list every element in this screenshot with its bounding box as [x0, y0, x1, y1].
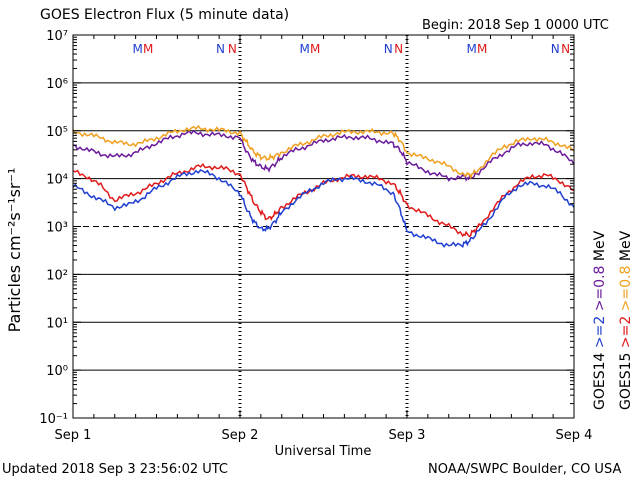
midnight-marker: M	[143, 42, 153, 56]
y-tick-label: 10³	[46, 221, 68, 236]
legend-part: >=0.8	[592, 261, 608, 311]
y-axis-label: Particles cm⁻²s⁻¹sr⁻¹	[5, 168, 24, 333]
noon-marker: N	[551, 42, 560, 56]
x-tick-label: Sep 3	[389, 428, 426, 443]
legend-satellite: GOES15	[618, 348, 634, 410]
series-goes15-2-mev	[72, 162, 575, 238]
x-tick-label: Sep 2	[222, 428, 259, 443]
legend-goes15: GOES15 >=2 >=0.8 MeV	[618, 230, 634, 410]
y-tick-label: 10⁰	[46, 364, 68, 379]
updated-timestamp: Updated 2018 Sep 3 23:56:02 UTC	[2, 462, 229, 477]
noon-marker: N	[228, 42, 237, 56]
legend-part: MeV	[592, 230, 608, 261]
y-tick-label: 10⁵	[46, 125, 68, 140]
begin-label: Begin: 2018 Sep 1 0000 UTC	[422, 18, 609, 33]
x-axis-label: Universal Time	[275, 444, 372, 459]
series-goes14-0-8-mev	[72, 129, 575, 182]
midnight-marker: M	[310, 42, 320, 56]
legend-part: >=2	[618, 311, 634, 348]
noon-marker: N	[384, 42, 393, 56]
midnight-marker: M	[300, 42, 310, 56]
series-goes14-2-mev	[72, 168, 575, 248]
y-tick-label: 10⁶	[46, 77, 68, 92]
credit-label: NOAA/SWPC Boulder, CO USA	[428, 462, 622, 477]
y-tick-label: 10¹	[46, 316, 68, 331]
noon-marker: N	[394, 42, 403, 56]
x-tick-label: Sep 1	[55, 428, 92, 443]
chart-title: GOES Electron Flux (5 minute data)	[40, 7, 290, 23]
midnight-marker: M	[133, 42, 143, 56]
legend-satellite: GOES14	[592, 348, 608, 410]
legend-text: GOES14 >=2 >=0.8 MeV	[592, 230, 608, 410]
y-tick-label: 10⁻¹	[39, 412, 68, 427]
legend-part: >=0.8	[618, 261, 634, 311]
x-tick-label: Sep 4	[556, 428, 593, 443]
legend-goes14: GOES14 >=2 >=0.8 MeV	[592, 230, 608, 410]
legend-part: MeV	[618, 230, 634, 261]
midnight-marker: M	[467, 42, 477, 56]
y-tick-label: 10⁴	[46, 173, 68, 188]
legend-part: >=2	[592, 311, 608, 348]
series-goes15-0-8-mev	[72, 124, 575, 180]
noon-marker: N	[561, 42, 570, 56]
legend-text: GOES15 >=2 >=0.8 MeV	[618, 230, 634, 410]
noon-marker: N	[216, 42, 225, 56]
y-tick-label: 10²	[46, 268, 68, 283]
midnight-marker: M	[477, 42, 487, 56]
y-tick-label: 10⁷	[46, 29, 68, 44]
